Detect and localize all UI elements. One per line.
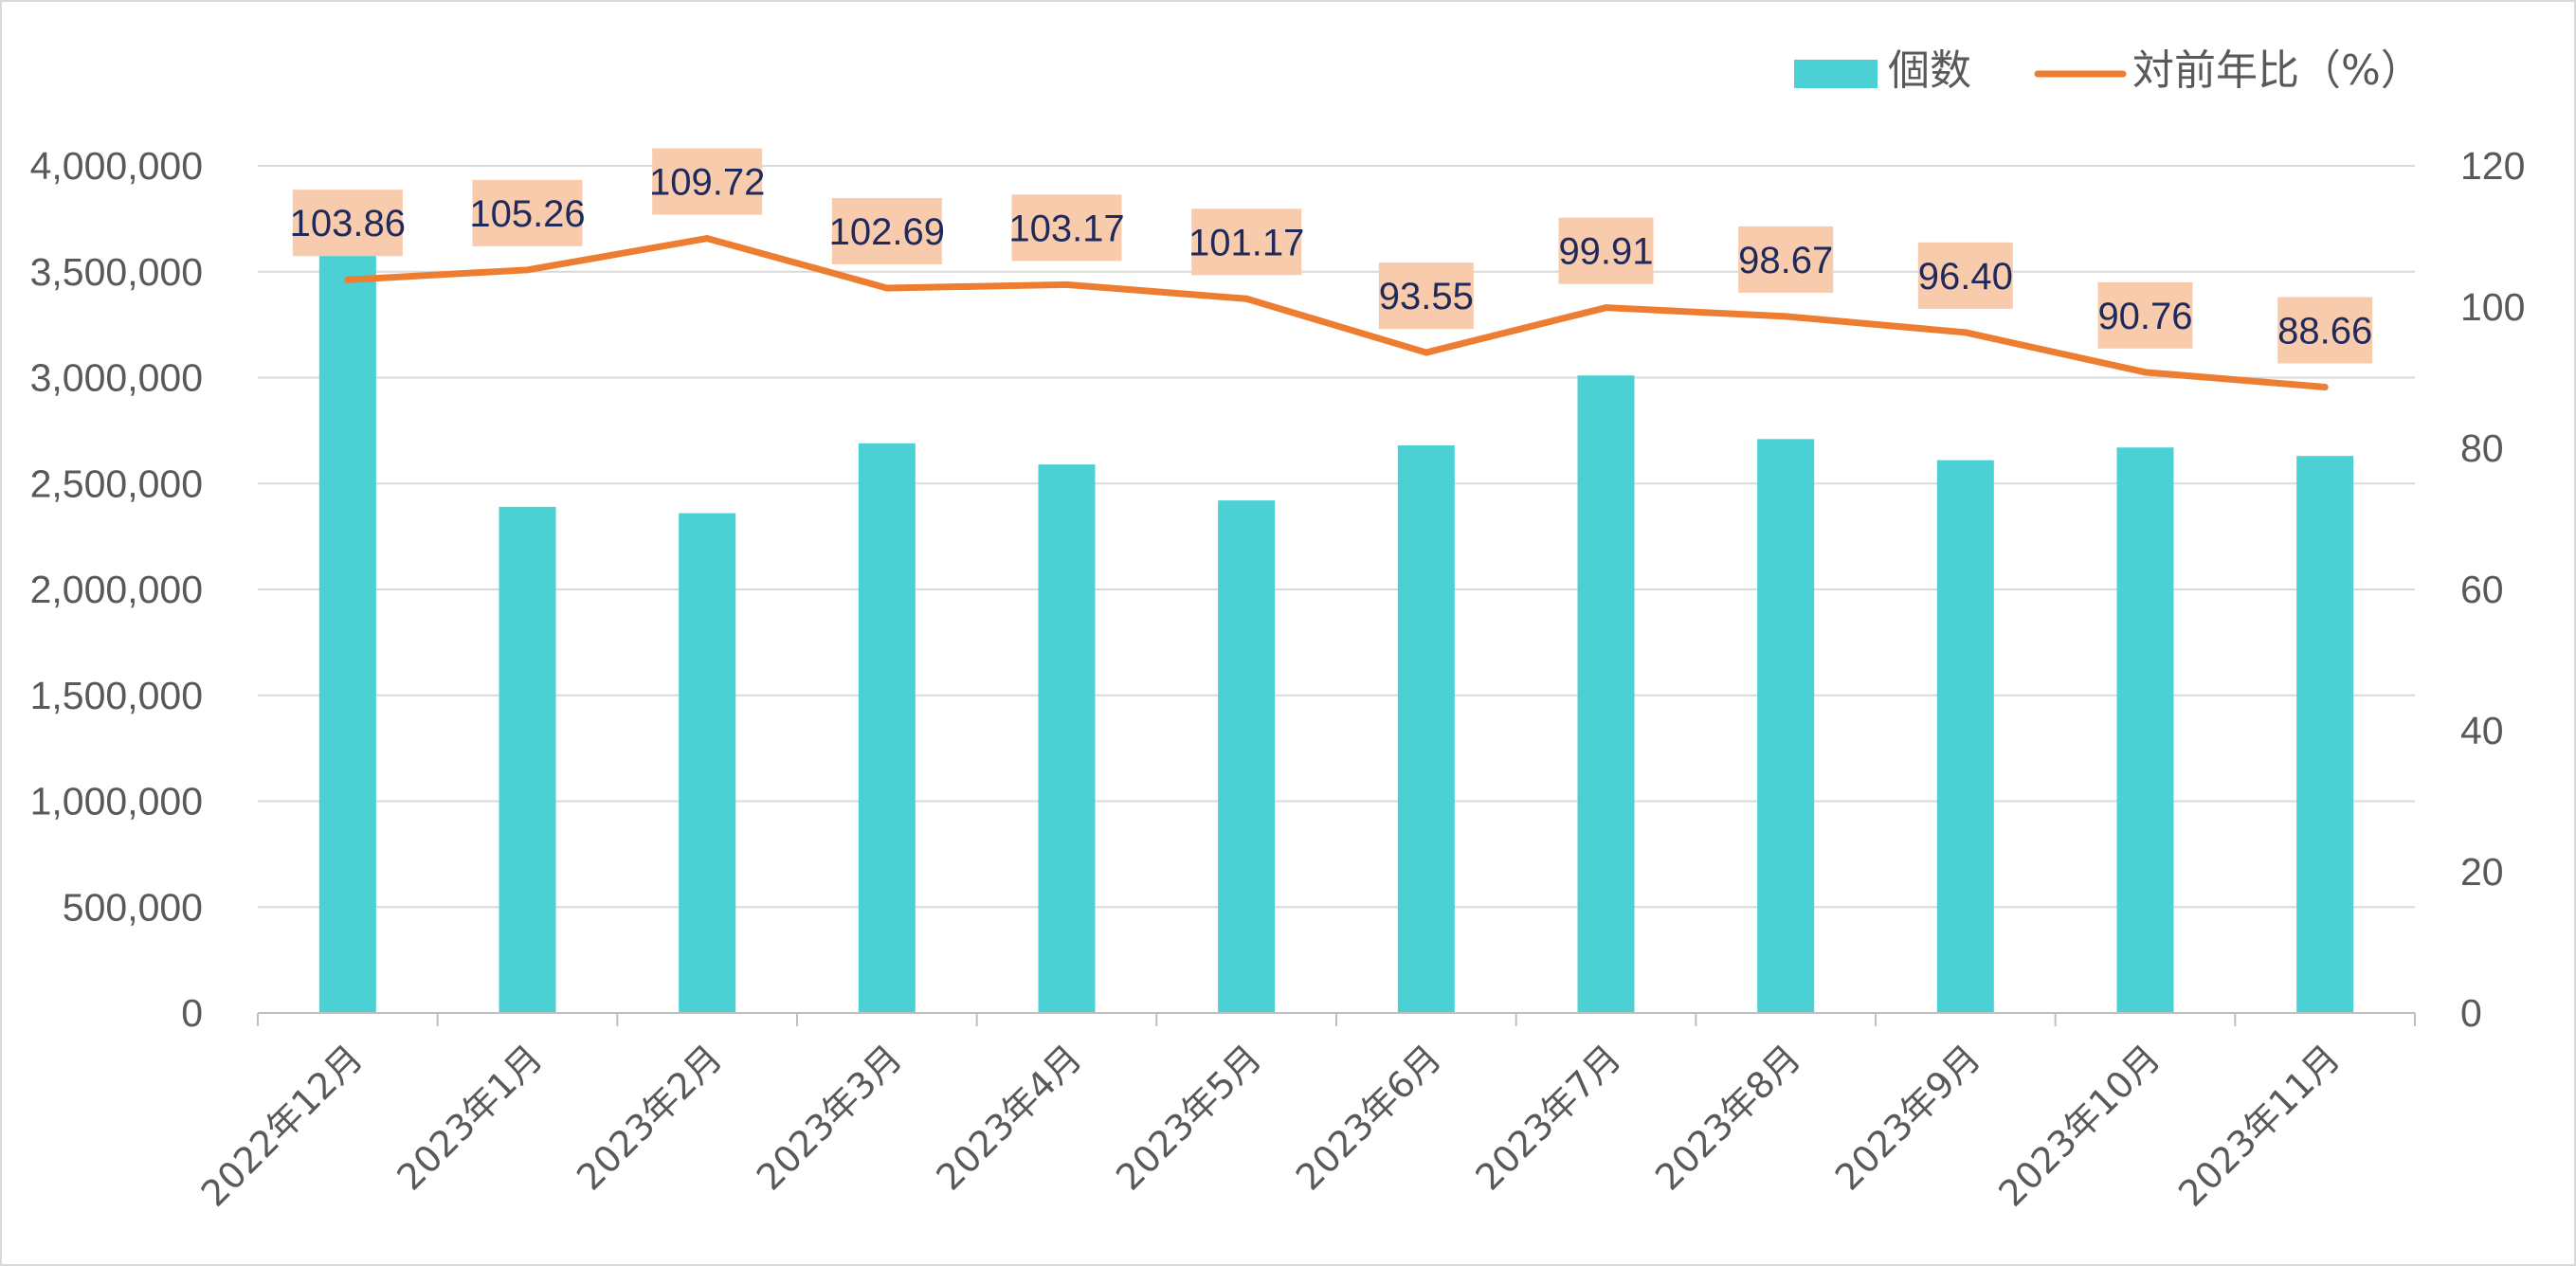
line-point [2142, 369, 2149, 376]
data-label-box [292, 190, 403, 257]
y-left-tick-label: 3,500,000 [30, 250, 203, 294]
x-tick-label: 2023年4月 [929, 1037, 1090, 1198]
y-left-tick-label: 1,500,000 [30, 674, 203, 717]
y-right-tick-label: 80 [2460, 426, 2504, 470]
bar [1577, 375, 1635, 1013]
legend-label-line: 対前年比（%） [2132, 46, 2422, 95]
data-label: 109.72 [649, 162, 765, 204]
data-label-box [1011, 194, 1122, 262]
data-labels: 103.86 105.26 109.72 102.69 103.17 101.17 93.5… [290, 148, 2373, 364]
y-left-tick-label: 500,000 [63, 885, 203, 929]
bar [2296, 456, 2354, 1013]
y-left-tick-label: 3,000,000 [30, 356, 203, 400]
data-label-box [1917, 242, 2013, 309]
data-label-box [1558, 217, 1654, 284]
data-label: 103.17 [1008, 208, 1124, 249]
x-tick-label: 2023年3月 [749, 1037, 910, 1198]
data-label-box [652, 148, 763, 215]
data-label: 96.40 [1918, 256, 2013, 298]
bar [1757, 439, 1815, 1013]
x-tick-label: 2023年8月 [1647, 1037, 1808, 1198]
bar [1936, 460, 1994, 1013]
data-label: 102.69 [829, 211, 945, 253]
y-right-tick-label: 100 [2460, 285, 2525, 329]
x-tick-label: 2023年9月 [1827, 1037, 1988, 1198]
x-tick-label: 2023年1月 [390, 1037, 551, 1198]
legend-swatch-bars [1794, 60, 1878, 88]
data-label-box [472, 179, 583, 246]
data-label: 88.66 [2277, 310, 2372, 352]
series-line [344, 235, 2329, 390]
data-label: 105.26 [469, 193, 585, 235]
y-right-tick-label: 40 [2460, 709, 2504, 752]
bar [499, 506, 556, 1013]
bar [318, 233, 376, 1013]
legend-label-bars: 個数 [1888, 46, 1971, 95]
gridlines [258, 165, 2415, 909]
line-point [1423, 349, 1430, 356]
y-right-tick-label: 0 [2460, 991, 2482, 1035]
data-label-box [1378, 262, 1474, 330]
x-tick-label: 2023年2月 [569, 1037, 730, 1198]
y-right-tick-label: 60 [2460, 568, 2504, 611]
legend: 個数 対前年比（%） [1794, 46, 2422, 95]
x-tick-label: 2023年10月 [1990, 1037, 2168, 1214]
x-tick-label: 2023年7月 [1468, 1037, 1629, 1198]
y-left-tick-label: 2,000,000 [30, 568, 203, 611]
line-point [1782, 313, 1789, 320]
x-tick-label: 2022年12月 [193, 1037, 371, 1214]
line-point [1962, 329, 1969, 336]
bar-series [318, 233, 2354, 1013]
y-left-tick-label: 0 [181, 991, 203, 1035]
x-tick-label: 2023年11月 [2170, 1037, 2348, 1214]
data-label-box [1191, 208, 1302, 276]
data-label-box [2097, 281, 2193, 349]
line-point [2321, 383, 2329, 390]
bar [2116, 447, 2174, 1013]
line-series [344, 235, 2329, 390]
line-point [703, 235, 711, 243]
y-left-tick-label: 1,000,000 [30, 780, 203, 823]
line-point [344, 276, 352, 283]
data-label: 103.86 [290, 203, 406, 244]
line-point [1063, 280, 1070, 288]
data-label: 90.76 [2097, 296, 2192, 337]
y-left-tick-label: 2,500,000 [30, 461, 203, 505]
y-right-tick-label: 120 [2460, 144, 2525, 188]
line-point [524, 266, 531, 274]
line-point [1243, 295, 1250, 302]
data-label-box [1738, 226, 1834, 293]
bar [1397, 445, 1455, 1013]
bar [679, 513, 736, 1013]
data-label-box [2277, 297, 2373, 364]
y-left-tick-label: 4,000,000 [30, 144, 203, 188]
data-label: 98.67 [1738, 240, 1833, 281]
x-tick-label: 2023年6月 [1288, 1037, 1449, 1198]
bar [1038, 464, 1096, 1013]
line-point [883, 284, 891, 292]
data-label: 93.55 [1379, 276, 1474, 317]
data-label: 101.17 [1188, 222, 1304, 263]
x-tick-label: 2023年5月 [1108, 1037, 1269, 1198]
data-label: 99.91 [1558, 231, 1653, 273]
data-label-box [831, 197, 942, 264]
bar [1218, 500, 1276, 1013]
bar [858, 443, 916, 1013]
line-point [1603, 304, 1609, 312]
y-right-tick-label: 20 [2460, 850, 2504, 894]
